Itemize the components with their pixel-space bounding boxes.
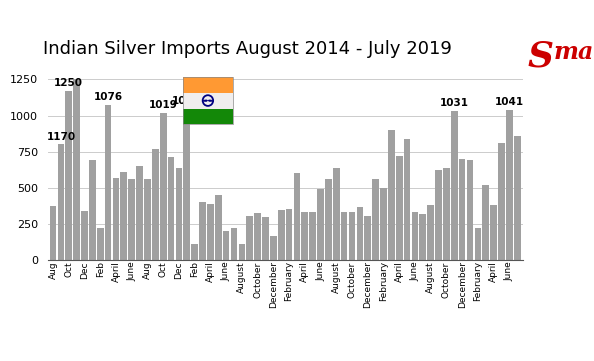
Bar [262,217,269,260]
Bar [183,77,233,125]
Bar [207,204,214,260]
Bar [58,144,64,260]
Text: S: S [527,40,554,74]
Bar [247,216,253,260]
Text: 1019: 1019 [148,100,178,110]
Bar [152,149,159,260]
Bar [451,111,457,260]
Bar [380,188,387,260]
Bar [168,157,175,260]
Bar [333,168,340,260]
Bar [482,185,489,260]
Bar [349,212,355,260]
Bar [301,212,308,260]
Bar [388,130,394,260]
Bar [50,206,56,260]
Bar [105,105,112,260]
Text: maulgld: maulgld [554,40,594,64]
Bar [467,160,473,260]
Bar [254,213,261,260]
Text: 1170: 1170 [46,132,75,142]
Bar [498,143,505,260]
Bar [427,205,434,260]
Bar [309,212,316,260]
Bar [396,156,403,260]
Bar [341,212,347,260]
Bar [176,168,182,260]
Text: 1031: 1031 [440,99,469,108]
Bar [435,170,442,260]
Bar [475,228,481,260]
Bar [73,79,80,260]
Bar [97,228,103,260]
Bar [121,172,127,260]
Bar [199,202,206,260]
Text: 1250: 1250 [54,78,83,88]
Bar [404,139,410,260]
Bar [293,173,300,260]
Bar [223,231,229,260]
Text: 1076: 1076 [93,92,123,102]
Bar [136,166,143,260]
Bar [239,244,245,260]
Bar [412,212,418,260]
Bar [419,214,426,260]
Bar [364,216,371,260]
Bar [506,110,513,260]
Bar [215,195,222,260]
Bar [144,179,151,260]
Bar [278,210,285,260]
Bar [459,159,466,260]
Bar [286,209,292,260]
Bar [183,77,233,92]
Bar [325,179,331,260]
Bar [184,109,190,260]
Bar [128,179,135,260]
Bar [113,178,119,260]
Bar [443,168,450,260]
Bar [490,205,497,260]
Bar [372,179,379,260]
Bar [183,109,233,125]
Bar [160,113,166,260]
Bar [183,92,233,109]
Bar [65,91,72,260]
Bar [514,136,520,260]
Bar [230,228,238,260]
Bar [191,244,198,260]
Text: 1045: 1045 [172,96,201,106]
Text: 1041: 1041 [495,97,524,107]
Bar [317,189,324,260]
Bar [356,207,363,260]
Text: Indian Silver Imports August 2014 - July 2019: Indian Silver Imports August 2014 - July… [43,40,451,58]
Bar [270,236,277,260]
Bar [81,211,88,260]
Bar [89,160,96,260]
